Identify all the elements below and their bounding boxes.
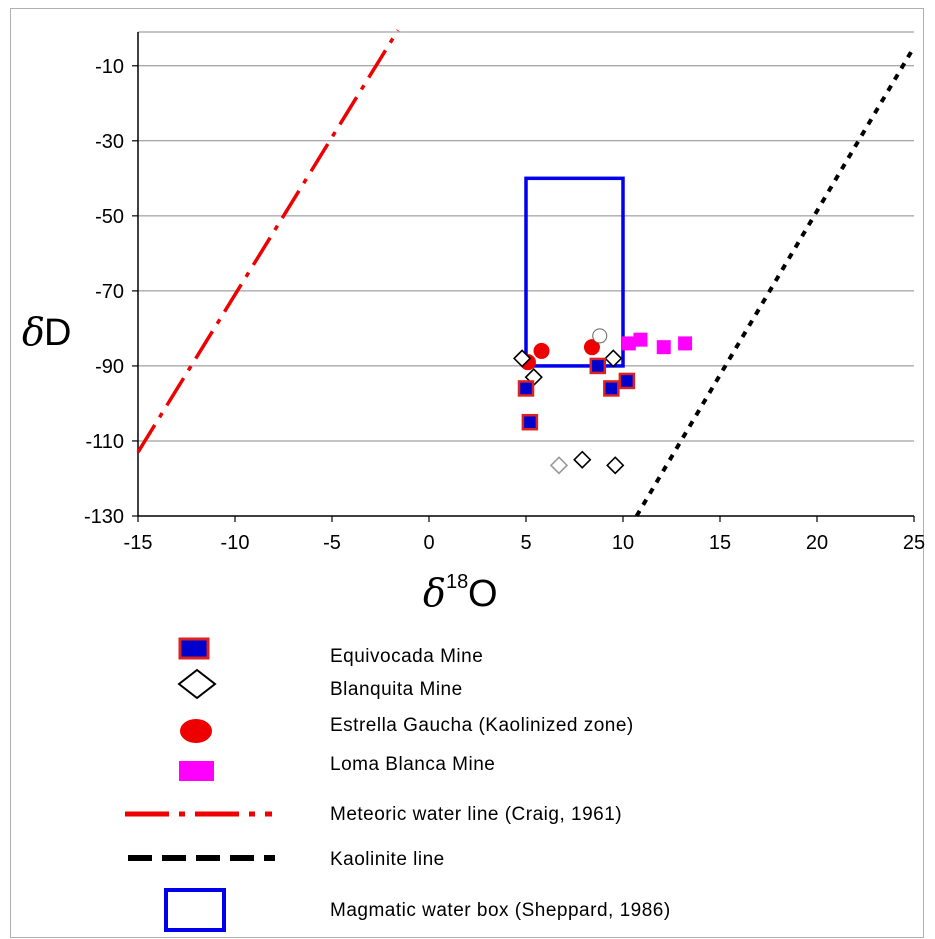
legend-marker-equivocada (178, 637, 210, 660)
x-tick-label: 0 (423, 532, 434, 554)
y-axis-label-main: D (44, 312, 71, 354)
point-loma-blanca (656, 340, 671, 355)
x-axis-label-superscript: 18 (446, 571, 468, 593)
axes (132, 32, 915, 522)
y-tick-label: -50 (95, 206, 124, 228)
y-axis-label-symbol: δ (22, 310, 45, 354)
x-tick-label: -15 (124, 532, 153, 554)
point-blanquita (549, 456, 569, 475)
y-tick-label: -10 (95, 56, 124, 78)
x-axis-label: δ 18 O (423, 571, 498, 615)
legend-item-equivocada: Equivocada Mine (178, 637, 483, 667)
reference-lines (136, 29, 916, 518)
point-equivocada (618, 372, 636, 390)
legend-item-kaolinite: Kaolinite line (128, 849, 445, 870)
legend-marker-blanquita (177, 668, 217, 700)
legend-label-kaolinite: Kaolinite line (330, 849, 445, 870)
x-tick-label: 10 (612, 532, 634, 554)
legend-item-estrella: Estrella Gaucha (Kaolinized zone) (180, 715, 634, 743)
legend-marker-magmatic (164, 888, 226, 932)
x-tick-label: -10 (221, 532, 250, 554)
point-blanquita (512, 349, 532, 368)
x-tick-label: 25 (903, 532, 925, 554)
point-equivocada (603, 380, 620, 397)
legend-label-equivocada: Equivocada Mine (330, 646, 483, 667)
legend-item-loma-blanca: Loma Blanca Mine (179, 754, 495, 781)
tick-labels: -10-30-50-70-90-110-130-15 -10 -5 0 5 10 15 20 2… (84, 56, 925, 554)
legend-label-blanquita: Blanquita Mine (330, 679, 463, 700)
point-equivocada (517, 380, 535, 397)
point-loma-blanca (678, 336, 693, 351)
legend-label-meteoric: Meteoric water line (Craig, 1961) (330, 804, 622, 825)
legend: Equivocada Mine Blanquita Mine Estrella … (125, 637, 671, 932)
legend-item-magmatic: Magmatic water box (Sheppard, 1986) (164, 888, 671, 932)
legend-item-meteoric: Meteoric water line (Craig, 1961) (125, 804, 622, 825)
x-tick-label: 5 (520, 532, 531, 554)
point-equivocada (589, 357, 607, 375)
chart-frame (10, 8, 924, 938)
x-axis-label-symbol: δ (423, 571, 446, 615)
reference-boxes (524, 176, 625, 368)
point-estrella (592, 328, 608, 344)
y-tick-label: -110 (85, 431, 124, 453)
x-tick-label: 15 (709, 532, 731, 554)
legend-label-loma-blanca: Loma Blanca Mine (330, 754, 495, 775)
point-loma-blanca (621, 336, 636, 351)
data-points (512, 328, 693, 475)
legend-label-magmatic: Magmatic water box (Sheppard, 1986) (330, 900, 671, 921)
x-axis-label-main: O (468, 573, 498, 615)
point-blanquita (606, 456, 625, 475)
legend-item-blanquita: Blanquita Mine (177, 668, 463, 700)
legend-marker-loma-blanca (179, 761, 214, 781)
kaolinite-line (634, 45, 916, 518)
x-tick-label: 20 (806, 532, 828, 554)
meteoric-water-line (136, 29, 400, 454)
y-tick-label: -90 (95, 356, 124, 378)
legend-marker-estrella (180, 719, 212, 743)
y-tick-label: -70 (95, 281, 124, 303)
x-tick-label: -5 (323, 532, 341, 554)
point-blanquita (604, 349, 623, 368)
point-equivocada (521, 413, 539, 431)
grid-lines (138, 31, 914, 442)
y-tick-label: -130 (84, 506, 124, 528)
magmatic-water-box (524, 176, 625, 368)
legend-label-estrella: Estrella Gaucha (Kaolinized zone) (330, 715, 634, 736)
point-estrella (533, 342, 550, 359)
point-estrella (583, 339, 600, 356)
point-blanquita (573, 450, 592, 469)
y-axis-label: δ D (22, 310, 71, 354)
point-loma-blanca (633, 332, 648, 347)
y-tick-label: -30 (95, 131, 124, 153)
